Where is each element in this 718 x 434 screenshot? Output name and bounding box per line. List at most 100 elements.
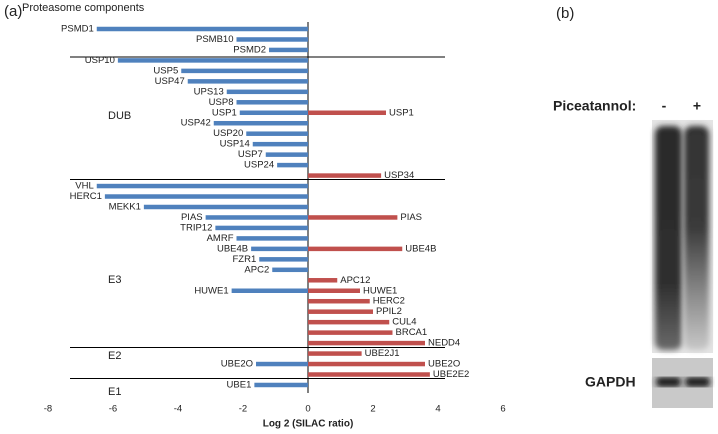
separators xyxy=(70,56,445,379)
bar-label: VHL xyxy=(75,181,93,192)
bar-label: APC2 xyxy=(244,264,269,275)
bar xyxy=(277,162,308,168)
bar xyxy=(269,47,308,53)
bar xyxy=(308,319,390,325)
bar xyxy=(308,361,425,367)
bar-label: BRCA1 xyxy=(396,327,428,338)
bar xyxy=(246,131,308,136)
x-tick-label: -4 xyxy=(174,404,182,415)
bar-label: USP1 xyxy=(389,107,414,118)
bar-label: USP42 xyxy=(181,118,211,129)
x-tick-label: 6 xyxy=(500,404,505,415)
bar-label: PIAS xyxy=(181,212,203,223)
bar-label: PSMB10 xyxy=(196,34,234,45)
bar xyxy=(308,351,362,356)
bar-label: PSMD1 xyxy=(61,24,94,35)
lane-label: + xyxy=(693,98,701,114)
bar-label: PPIL2 xyxy=(376,306,402,317)
bar xyxy=(256,361,308,367)
bar-label: USP8 xyxy=(209,97,234,108)
bar xyxy=(251,246,308,252)
bar-label: USP20 xyxy=(213,128,243,139)
lane-label: - xyxy=(662,98,667,114)
bar xyxy=(236,236,308,241)
bar-label: USP34 xyxy=(384,170,414,181)
bar-label: UPS13 xyxy=(194,86,224,97)
bar xyxy=(236,100,308,105)
x-tick-label: -6 xyxy=(109,404,117,415)
blot-treatment: Piceatannol: xyxy=(553,98,636,114)
bar xyxy=(308,309,373,314)
blot-control: GAPDH xyxy=(585,374,636,390)
bar xyxy=(308,330,393,335)
bar-label: HERC1 xyxy=(70,191,102,202)
bar xyxy=(308,340,425,346)
bar-label: UBE2O xyxy=(221,359,253,370)
bar xyxy=(308,288,360,293)
bar-label: USP1 xyxy=(212,107,237,118)
bar xyxy=(308,372,430,377)
bar xyxy=(104,194,308,199)
bar xyxy=(117,58,308,63)
bar xyxy=(205,215,308,220)
bar xyxy=(252,141,308,147)
blot-image xyxy=(652,120,713,408)
group-label: E3 xyxy=(108,274,121,286)
bar-label: USP14 xyxy=(220,139,250,150)
bar xyxy=(181,68,308,74)
bar xyxy=(308,173,382,178)
bar xyxy=(96,183,308,189)
bar xyxy=(239,110,308,116)
bar-label: HUWE1 xyxy=(194,285,228,296)
bar-label: APC12 xyxy=(340,275,370,286)
panel-label: (b) xyxy=(556,5,574,22)
bar xyxy=(308,298,370,304)
bar-label: HERC2 xyxy=(373,296,405,307)
bar xyxy=(187,79,308,84)
bar xyxy=(272,267,308,273)
group-label: DUB xyxy=(108,110,131,122)
bar-label: USP24 xyxy=(244,160,274,171)
x-tick-label: 2 xyxy=(370,404,375,415)
bar xyxy=(143,204,308,210)
bar xyxy=(231,288,308,293)
bar-label: USP10 xyxy=(85,55,115,66)
x-axis-title: Log 2 (SILAC ratio) xyxy=(263,419,354,430)
bar-label: USP5 xyxy=(153,65,178,76)
bar-label: UBE2J1 xyxy=(365,348,400,359)
bar-label: MEKK1 xyxy=(109,202,141,213)
bar-label: UBE2E2 xyxy=(433,369,469,380)
bar xyxy=(259,257,308,262)
bar xyxy=(265,152,308,157)
panel-label: (a) xyxy=(4,3,22,20)
bar-label: PIAS xyxy=(400,212,422,223)
x-tick-label: -8 xyxy=(44,404,52,415)
bar xyxy=(308,278,338,283)
bar-label: USP47 xyxy=(155,76,185,87)
bar-label: CUL4 xyxy=(392,317,416,328)
group-label: E1 xyxy=(108,386,121,398)
bar xyxy=(226,89,308,95)
bar-label: USP7 xyxy=(238,149,263,160)
group-label: E2 xyxy=(108,350,121,362)
bar xyxy=(308,215,398,220)
group-label: Proteasome components xyxy=(22,2,145,14)
bar-label: PSMD2 xyxy=(233,44,266,55)
x-tick-label: 4 xyxy=(435,404,440,415)
bar xyxy=(236,37,308,42)
bar-label: UBE2O xyxy=(428,359,460,370)
bar xyxy=(308,246,403,252)
bar-label: NEDD4 xyxy=(428,338,460,349)
x-tick-label: 0 xyxy=(305,404,310,415)
bar-label: HUWE1 xyxy=(363,285,397,296)
bar-label: TRIP12 xyxy=(180,222,212,233)
bar xyxy=(213,120,308,126)
bar-label: UBE4B xyxy=(405,243,436,254)
bar-label: UBE1 xyxy=(227,379,252,390)
x-tick-label: -2 xyxy=(239,404,247,415)
bar xyxy=(254,382,308,388)
bar-label: FZR1 xyxy=(233,254,257,265)
bar xyxy=(96,26,308,32)
bar xyxy=(215,225,308,231)
